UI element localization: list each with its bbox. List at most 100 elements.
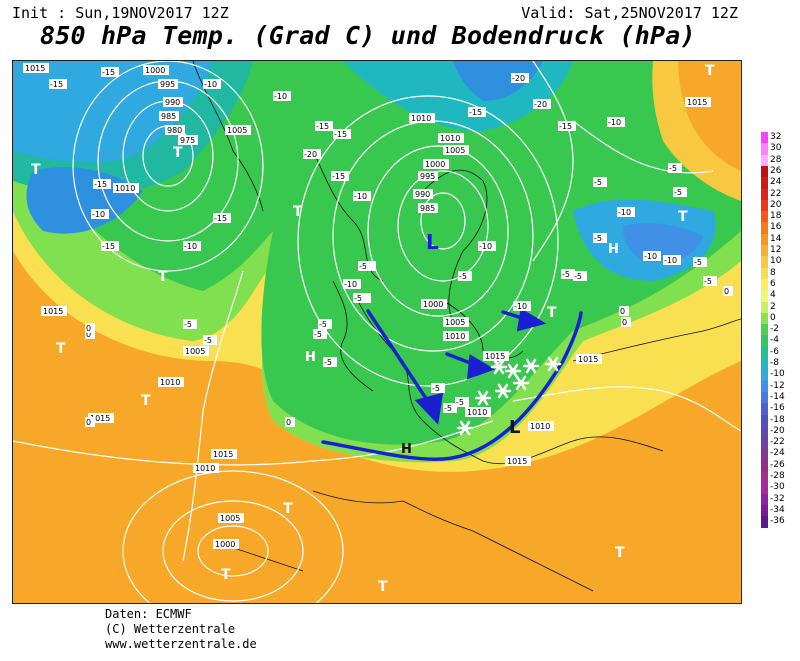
pressure-label: 1015 [505, 456, 531, 466]
svg-text:1015: 1015 [507, 457, 527, 466]
scale-swatch [761, 516, 768, 528]
scale-swatch [761, 471, 768, 483]
svg-text:-5: -5 [574, 272, 582, 281]
temperature-label: -5 [561, 269, 575, 279]
svg-text:1015: 1015 [213, 450, 233, 459]
temperature-label: 0 [85, 417, 95, 427]
temperature-label: -15 [331, 171, 349, 181]
pressure-label: 1010 [193, 463, 219, 473]
temperature-label: -5 [703, 276, 717, 286]
pressure-label: 1010 [409, 113, 435, 123]
snowflake-icon [522, 358, 540, 374]
temperature-label: 0 [85, 323, 95, 333]
svg-text:-5: -5 [354, 294, 362, 303]
svg-text:-20: -20 [512, 74, 525, 83]
svg-text:-15: -15 [102, 68, 115, 77]
scale-swatch [761, 233, 768, 246]
scale-swatch [761, 245, 768, 257]
temperature-label: 0 [619, 306, 629, 316]
scale-label: -30 [770, 482, 785, 493]
svg-text:-5: -5 [184, 320, 192, 329]
pressure-label: 1005 [443, 145, 469, 155]
scale-swatch [761, 346, 768, 359]
snowflake-icon [512, 375, 530, 391]
scale-label: -32 [770, 493, 785, 504]
svg-text:-5: -5 [204, 336, 212, 345]
pressure-label: 1005 [225, 125, 251, 135]
temperature-label: -15 [49, 79, 67, 89]
temperature-label: -5 [693, 257, 707, 267]
scale-swatch [761, 448, 768, 461]
svg-text:1010: 1010 [440, 134, 460, 143]
svg-text:-10: -10 [184, 242, 197, 251]
temperature-label: 0 [285, 417, 295, 427]
svg-text:-5: -5 [669, 164, 677, 173]
temperature-label: -5 [431, 383, 445, 393]
scale-label: 18 [770, 211, 782, 222]
svg-text:-15: -15 [94, 180, 107, 189]
scale-swatch [761, 504, 768, 517]
temperature-label: -10 [91, 209, 109, 219]
svg-text:990: 990 [415, 190, 430, 199]
pressure-label: 995 [158, 79, 178, 89]
snowflake-icon [456, 420, 474, 436]
svg-text:1015: 1015 [90, 414, 110, 423]
scale-swatch [761, 403, 768, 415]
svg-text:1000: 1000 [425, 160, 445, 169]
scale-swatch [761, 312, 768, 325]
temperature-label: -10 [513, 301, 531, 311]
scale-label: -16 [770, 403, 785, 414]
trough-marker: T [56, 341, 66, 357]
temperature-label: -10 [478, 241, 496, 251]
svg-text:1010: 1010 [530, 422, 550, 431]
svg-text:-20: -20 [534, 100, 547, 109]
temperature-labels: -15 -15 -10 -10 -15 -15 -20 -15 -10 -5 -… [49, 67, 733, 427]
snowflake-icon [494, 383, 512, 399]
snowflake-icon [504, 363, 522, 379]
website-link[interactable]: www.wetterzentrale.de [105, 637, 257, 651]
pressure-label: 1005 [218, 513, 244, 523]
pressure-label: 1010 [528, 421, 554, 431]
svg-text:995: 995 [420, 172, 435, 181]
trough-marker: T [678, 209, 688, 225]
svg-text:-15: -15 [50, 80, 63, 89]
svg-text:1005: 1005 [227, 126, 247, 135]
svg-text:-10: -10 [354, 192, 367, 201]
arrow-1 [366, 309, 433, 408]
scale-label: 22 [770, 188, 782, 199]
svg-text:-5: -5 [704, 277, 712, 286]
scale-swatch [761, 335, 768, 348]
trough-marker: T [283, 501, 293, 517]
chart-title: 850 hPa Temp. (Grad C) und Bodendruck (h… [40, 21, 696, 50]
svg-text:1010: 1010 [411, 114, 431, 123]
svg-text:-5: -5 [324, 358, 332, 367]
pressure-label: 1000 [143, 65, 169, 75]
scale-label: -8 [770, 358, 779, 368]
scale-swatch [761, 165, 768, 178]
pressure-label: 1000 [423, 159, 449, 169]
low-center: L [426, 230, 439, 254]
band-yellow [13, 211, 741, 472]
temperature-label: -15 [101, 67, 119, 77]
scale-swatch [761, 278, 768, 291]
svg-text:0: 0 [86, 330, 91, 339]
svg-text:0: 0 [622, 318, 627, 327]
scale-label: 20 [770, 199, 782, 210]
isobars [13, 61, 741, 603]
scale-label: 4 [770, 290, 776, 301]
svg-text:1005: 1005 [445, 318, 465, 327]
pressure-label: 990 [163, 97, 183, 107]
svg-text:1015: 1015 [687, 98, 707, 107]
pressure-label: 975 [178, 135, 198, 145]
temperature-label: -5 [318, 319, 332, 329]
copyright-label: (C) Wetterzentrale [105, 622, 236, 636]
svg-text:1015: 1015 [485, 352, 505, 361]
temperature-label: -5 [183, 319, 197, 329]
svg-text:1005: 1005 [220, 514, 240, 523]
scale-label: 8 [770, 267, 776, 278]
svg-text:-5: -5 [314, 330, 322, 339]
scale-label: -6 [770, 346, 779, 357]
temperature-field [13, 61, 741, 603]
scale-label: -2 [770, 324, 779, 335]
svg-text:-10: -10 [479, 242, 492, 251]
